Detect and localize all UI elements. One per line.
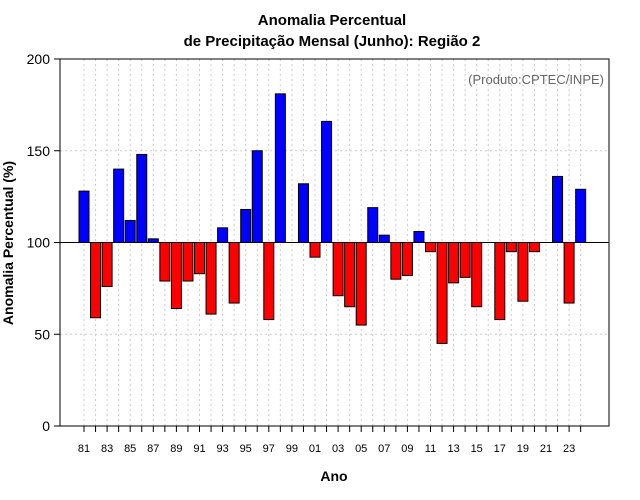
bar-2022 <box>552 175 564 243</box>
bar-2001 <box>309 242 321 258</box>
chart-title-line2: de Precipitação Mensal (Junho): Região 2 <box>184 33 481 50</box>
bar-2018 <box>505 242 517 253</box>
bar-2024 <box>575 188 587 244</box>
x-tick-label: 09 <box>401 443 413 455</box>
bar-2014 <box>459 242 471 278</box>
bar-1982 <box>90 242 102 319</box>
bar-1991 <box>194 242 205 275</box>
bar-2006 <box>367 207 379 243</box>
bar-2017 <box>494 242 506 321</box>
x-tick-label: 95 <box>240 443 252 455</box>
bar-2002 <box>321 120 333 243</box>
bar-2004 <box>344 242 356 308</box>
x-tick-label: 85 <box>124 443 136 455</box>
bar-1995 <box>240 208 252 243</box>
bar-1989 <box>170 242 182 310</box>
x-tick-label: 81 <box>78 443 90 455</box>
y-axis-label: Anomalia Percentual (%) <box>0 161 16 325</box>
bar-1996 <box>251 150 263 243</box>
x-axis-label: Ano <box>320 468 347 484</box>
x-tick-label: 15 <box>471 443 483 455</box>
y-tick-label: 150 <box>27 143 51 159</box>
x-tick-label: 13 <box>447 443 459 455</box>
x-tick-label: 21 <box>540 443 552 455</box>
bar-1990 <box>182 242 194 282</box>
y-tick-label: 100 <box>27 235 51 251</box>
source-note: (Produto:CPTEC/INPE) <box>468 72 604 87</box>
x-tick-label: 07 <box>378 443 390 455</box>
x-tick-label: 89 <box>170 443 182 455</box>
x-tick-label: 01 <box>309 443 321 455</box>
x-tick-label: 05 <box>355 443 367 455</box>
bar-1981 <box>78 190 90 243</box>
bar-1983 <box>101 242 113 288</box>
bar-2000 <box>297 183 309 243</box>
bar-2007 <box>378 234 390 244</box>
bar-1998 <box>274 93 286 243</box>
bar-1988 <box>159 242 171 282</box>
y-axis: 0 50 100 150 200 <box>27 51 60 434</box>
x-tick-label: 23 <box>563 443 575 455</box>
x-tick-label: 03 <box>332 443 344 455</box>
x-tick-label: 99 <box>286 443 298 455</box>
x-tick-label: 87 <box>147 443 159 455</box>
bar-1997 <box>263 242 275 321</box>
x-tick-label: 91 <box>193 443 205 455</box>
bar-1993 <box>217 227 229 244</box>
bar-2020 <box>528 242 540 253</box>
bars <box>78 93 587 344</box>
bar-2010 <box>413 230 425 244</box>
bar-2019 <box>517 242 529 302</box>
bar-2008 <box>390 242 402 280</box>
bar-2005 <box>355 242 367 326</box>
x-tick-label: 83 <box>101 443 113 455</box>
bar-2011 <box>425 242 436 253</box>
bar-2012 <box>436 242 448 344</box>
bar-2023 <box>563 242 575 304</box>
x-tick-label: 93 <box>216 443 228 455</box>
y-tick-label: 0 <box>42 418 50 434</box>
bar-2009 <box>401 242 413 277</box>
bar-1992 <box>205 242 217 315</box>
bar-2013 <box>448 242 460 284</box>
x-axis: 81 83 85 87 89 91 93 95 97 99 01 03 05 07 09 11 13 15 17 19… <box>78 426 582 455</box>
bar-1987 <box>147 238 159 244</box>
y-tick-label: 200 <box>27 51 51 67</box>
x-tick-label: 19 <box>517 443 529 455</box>
chart-title-line1: Anomalia Percentual <box>258 12 406 29</box>
x-tick-label: 17 <box>494 443 506 455</box>
x-tick-label: 11 <box>425 443 436 455</box>
y-tick-label: 50 <box>34 326 50 342</box>
bar-1985 <box>124 219 136 243</box>
bar-2003 <box>332 242 344 297</box>
bar-2015 <box>471 242 483 308</box>
bar-1994 <box>228 242 240 304</box>
bar-1986 <box>136 153 148 243</box>
x-tick-label: 97 <box>263 443 275 455</box>
bar-1984 <box>113 168 125 244</box>
